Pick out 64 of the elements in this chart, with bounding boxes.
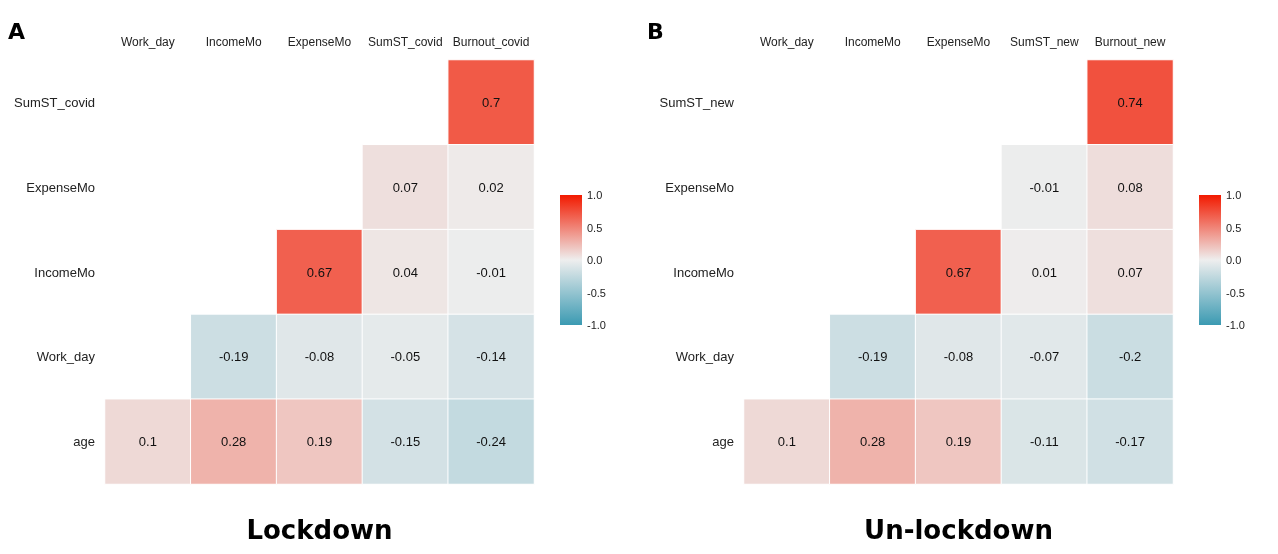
- y-tick-label: SumST_covid: [14, 94, 95, 110]
- data-label: 0.74: [1117, 94, 1143, 110]
- x-tick-label: SumST_covid: [367, 35, 443, 49]
- data-label: 0.7: [482, 94, 501, 110]
- data-label: -0.14: [476, 349, 506, 365]
- y-tick-label: ExpenseMo: [665, 179, 734, 195]
- color-bar-label: 1.0: [1226, 188, 1242, 202]
- data-label: 0.28: [221, 434, 247, 450]
- data-label: -0.05: [390, 349, 421, 365]
- data-label: 0.07: [392, 179, 418, 195]
- data-label: -0.07: [1029, 349, 1060, 365]
- data-label: 0.1: [138, 434, 157, 450]
- x-tick-label: SumST_new: [1009, 35, 1079, 49]
- text: B: [647, 18, 664, 44]
- color-bar-label: -0.5: [1226, 285, 1245, 300]
- x-tick-label: Burnout_new: [1094, 35, 1166, 49]
- data-label: -0.24: [476, 434, 506, 450]
- data-label: 0.67: [945, 264, 972, 280]
- data-label: 0.02: [478, 179, 504, 195]
- y-tick-label: Work_day: [675, 349, 735, 365]
- y-tick-label: SumST_new: [659, 94, 735, 110]
- data-label: -0.08: [943, 349, 974, 365]
- data-label: -0.17: [1115, 434, 1145, 450]
- data-label: -0.08: [304, 349, 335, 365]
- text: A: [8, 18, 26, 44]
- data-label: -0.2: [1118, 349, 1142, 365]
- x-tick-label: Burnout_covid: [452, 35, 530, 49]
- text: Un-lockdown: [864, 515, 1053, 545]
- data-label: 0.19: [306, 434, 333, 450]
- text: Lockdown: [246, 515, 393, 545]
- y-tick-label: age: [712, 434, 734, 450]
- data-label: 0.1: [777, 434, 796, 450]
- color-bar-label: -0.5: [587, 285, 606, 300]
- y-tick-label: Work_day: [36, 349, 96, 365]
- y-tick-label: age: [73, 434, 95, 450]
- data-label: 0.08: [1117, 179, 1143, 195]
- x-tick-label: IncomeMo: [205, 35, 263, 49]
- data-label: -0.11: [1029, 434, 1059, 450]
- data-label: 0.28: [860, 434, 886, 450]
- data-label: -0.19: [218, 349, 249, 365]
- color-bar-label: 0.0: [1226, 253, 1242, 267]
- color-bar-label: 0.5: [1226, 220, 1242, 235]
- color-bar-label: -1.0: [587, 318, 606, 332]
- y-tick-label: ExpenseMo: [26, 179, 95, 195]
- x-tick-label: Work_day: [120, 35, 175, 49]
- y-tick-label: IncomeMo: [34, 264, 95, 280]
- color-bar-label: 1.0: [587, 188, 603, 202]
- data-label: 0.67: [306, 264, 333, 280]
- color-bar-label: -1.0: [1226, 318, 1245, 332]
- data-label: -0.19: [857, 349, 888, 365]
- x-tick-label: ExpenseMo: [926, 35, 991, 49]
- color-bar-label: 0.5: [587, 220, 603, 235]
- data-label: -0.01: [476, 264, 506, 280]
- color-bar-label: 0.0: [587, 253, 603, 267]
- data-label: 0.07: [1117, 264, 1143, 280]
- data-label: -0.01: [1029, 179, 1060, 195]
- data-label: -0.15: [390, 434, 421, 450]
- x-tick-label: IncomeMo: [844, 35, 902, 49]
- x-tick-label: Work_day: [759, 35, 814, 49]
- y-tick-label: IncomeMo: [673, 264, 734, 280]
- data-label: 0.01: [1031, 264, 1057, 280]
- x-tick-label: ExpenseMo: [287, 35, 352, 49]
- data-label: 0.04: [392, 264, 418, 280]
- data-label: 0.19: [945, 434, 972, 450]
